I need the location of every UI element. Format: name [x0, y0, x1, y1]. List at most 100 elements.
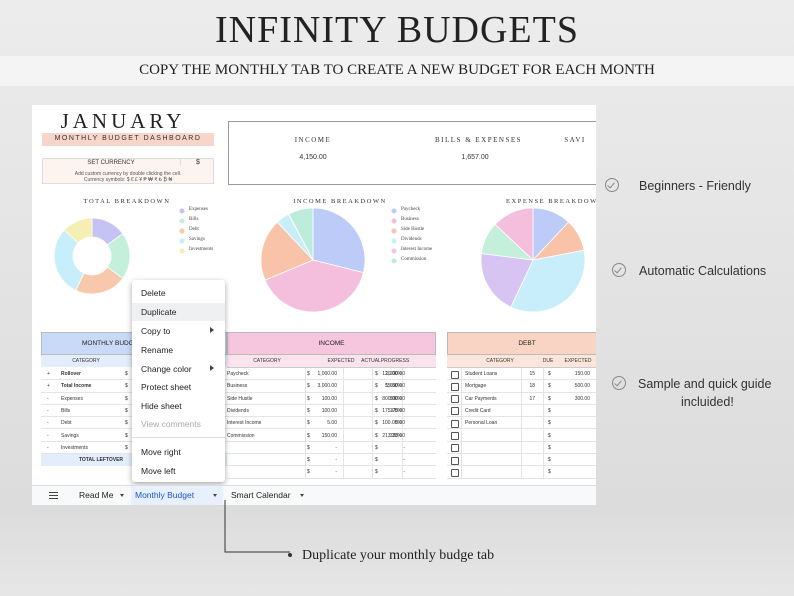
table-row — [227, 380, 436, 393]
sheet-tab[interactable]: Monthly Budget — [135, 490, 195, 500]
cell-border — [402, 441, 403, 455]
column-header-row — [227, 355, 436, 368]
cell: 18 — [529, 383, 535, 390]
cell: $ — [375, 371, 378, 377]
menu-item[interactable]: Protect sheet — [141, 382, 192, 392]
cell: Debt — [61, 420, 72, 427]
cell: + — [47, 383, 50, 390]
checkbox[interactable] — [451, 382, 459, 391]
menu-item[interactable]: Rename — [141, 345, 174, 355]
cell: - — [403, 469, 405, 476]
menu-item[interactable]: Hide sheet — [141, 401, 182, 411]
cell-border — [305, 392, 306, 405]
cell-border — [543, 404, 544, 418]
checkbox[interactable] — [451, 444, 459, 453]
pie-slice — [63, 217, 93, 244]
menu-icon-line[interactable] — [49, 492, 58, 493]
cell-border — [343, 380, 344, 393]
cell-border — [305, 441, 306, 455]
feature: Sample and quick guide — [638, 377, 772, 391]
checkbox[interactable] — [451, 407, 459, 416]
legend-swatch — [391, 208, 397, 214]
table-row — [227, 393, 436, 405]
check-icon — [612, 263, 626, 277]
cell: 213.33% — [382, 432, 402, 439]
cell: $ — [375, 457, 378, 464]
cell-border — [305, 404, 306, 418]
dashboard-label: MONTHLY BUDGET DASHBOARD — [54, 135, 202, 142]
cell: $ — [548, 469, 551, 476]
cell-border — [372, 404, 373, 418]
cell: - — [47, 395, 49, 402]
cell: 100.00 — [321, 407, 337, 414]
feature: Beginners - Friendly — [639, 179, 751, 193]
checkbox[interactable] — [451, 468, 459, 477]
cell-border — [461, 429, 462, 442]
cell-border — [543, 380, 544, 393]
currency-note: Add custom currency by double clicking t… — [74, 171, 182, 177]
cell: - — [403, 444, 405, 451]
checkbox[interactable] — [451, 419, 459, 428]
cell-border — [343, 466, 344, 479]
subtitle: COPY THE MONTHLY TAB TO CREATE A NEW BUD… — [139, 62, 655, 78]
cell-border — [402, 380, 403, 393]
summary-value: 1,657.00 — [461, 154, 489, 161]
tab-arrow[interactable] — [213, 494, 217, 497]
cell: $ — [548, 383, 551, 390]
cell-border — [521, 392, 522, 405]
menu-item[interactable]: Delete — [141, 288, 166, 298]
cell-border — [372, 392, 373, 405]
submenu-arrow — [210, 327, 214, 333]
cell: 100.00% — [382, 420, 402, 427]
cell: 175.00% — [382, 407, 402, 414]
cell-border — [372, 368, 373, 381]
menu-item[interactable]: Move left — [141, 466, 176, 476]
cell-border — [461, 368, 462, 381]
legend-swatch — [391, 228, 397, 234]
summary-label: INCOME — [294, 136, 332, 144]
menu-item[interactable]: Move right — [141, 447, 181, 457]
cell: $ — [307, 444, 310, 451]
cell: 1,000.00 — [317, 371, 337, 377]
cell-border — [543, 417, 544, 430]
table-row — [227, 430, 436, 442]
cell: $ — [548, 444, 551, 451]
cell: 800.00 — [389, 395, 405, 402]
cell-border — [461, 441, 462, 455]
menu-item: View comments — [141, 419, 201, 429]
checkbox[interactable] — [451, 456, 459, 465]
cell-border — [305, 380, 306, 393]
cell: - — [403, 457, 405, 464]
pie-title: EXPENSE BREAKDOWN — [506, 198, 596, 205]
tab-arrow[interactable] — [120, 494, 124, 497]
sheet-tab[interactable]: Read Me — [79, 490, 114, 500]
cell-border — [343, 417, 344, 430]
menu-divider — [132, 437, 225, 438]
menu-item[interactable]: Change color — [141, 364, 192, 374]
legend-swatch — [179, 208, 185, 214]
checkbox[interactable] — [451, 395, 459, 404]
subtitle-band — [0, 56, 794, 86]
summary-label: SAVI — [564, 136, 586, 144]
menu-item[interactable]: Duplicate — [141, 307, 177, 317]
column-header: CATEGORY — [486, 358, 514, 364]
checkbox[interactable] — [451, 370, 459, 379]
checkbox[interactable] — [451, 432, 459, 440]
legend-swatch — [179, 228, 185, 234]
check-icon — [605, 178, 619, 192]
cell-border — [402, 392, 403, 405]
sheet-tab[interactable]: Smart Calendar — [231, 490, 291, 500]
cell-border — [543, 441, 544, 455]
cell: Investments — [61, 444, 88, 451]
cell-border — [343, 368, 344, 381]
tab-arrow[interactable] — [300, 494, 304, 497]
cell-border — [521, 466, 522, 479]
menu-item[interactable]: Copy to — [141, 326, 171, 336]
menu-icon-line[interactable] — [49, 498, 58, 499]
cell-border — [521, 380, 522, 393]
cell-border — [402, 417, 403, 430]
cell: $ — [375, 395, 378, 402]
cell-border — [343, 429, 344, 442]
cell: $ — [548, 371, 551, 377]
menu-icon-line[interactable] — [49, 495, 58, 496]
